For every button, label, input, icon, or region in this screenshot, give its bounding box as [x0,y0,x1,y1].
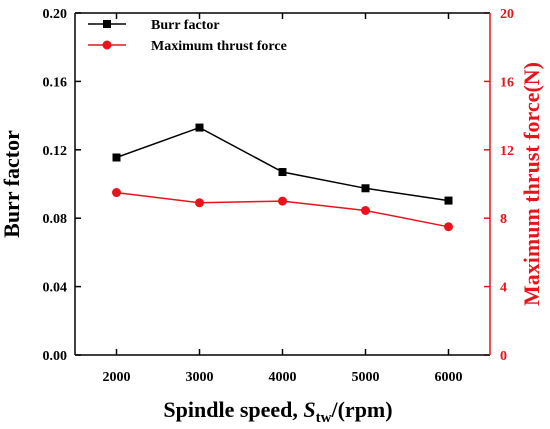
y-left-tick-label: 0.00 [43,349,68,364]
series-layer [112,123,453,232]
y-right-tick-label: 12 [500,144,514,159]
data-point-max-thrust-force [444,222,453,232]
legend-marker-max-thrust [102,40,112,50]
data-point-max-thrust-force [361,206,370,216]
x-tick-label: 5000 [352,370,380,385]
y-right-tick-label: 20 [500,7,514,22]
data-point-burr-factor [444,196,453,205]
y-right-tick-label: 16 [500,75,514,90]
x-tick-label: 6000 [435,370,463,385]
y-right-tick-label: 0 [500,349,507,364]
axes-layer: 0.00 0.04 0.08 0.12 0.16 0.20 0 4 8 12 16 20 2000 300… [43,7,515,385]
y-left-tick-label: 0.16 [43,75,68,90]
x-axis-title-unit: /(rpm) [330,397,392,422]
x-tick-label: 2000 [103,370,131,385]
y-left-tick-label: 0.20 [43,7,68,22]
x-tick-label: 3000 [186,370,214,385]
legend: Burr factor Maximum thrust force [88,18,287,54]
y-left-tick-label: 0.04 [43,281,68,296]
data-point-burr-factor [112,153,121,162]
y-axis-right-title: Maximum thrust force(N) [519,62,544,306]
x-axis-title-text: Spindle speed, [163,397,303,422]
y-axis-left-title: Burr factor [0,130,24,238]
data-point-max-thrust-force [195,198,204,208]
data-point-burr-factor [195,123,204,132]
data-point-max-thrust-force [112,188,121,198]
legend-label-burr-factor: Burr factor [151,18,220,33]
legend-marker-burr-factor [103,20,111,28]
x-axis-title: Spindle speed, Stw/(rpm) [163,397,392,426]
series-line-burr-factor [116,126,449,202]
x-axis-title-subscript: tw [316,410,332,426]
x-axis-title-variable: S [303,397,315,422]
y-left-tick-label: 0.08 [43,212,68,227]
y-right-tick-label: 8 [500,212,507,227]
data-point-burr-factor [278,168,287,177]
x-tick-label: 4000 [269,370,297,385]
y-right-tick-label: 4 [500,281,507,296]
y-left-tick-label: 0.12 [43,144,68,159]
legend-label-max-thrust: Maximum thrust force [151,39,287,54]
data-point-max-thrust-force [278,196,287,206]
data-point-burr-factor [361,184,370,193]
